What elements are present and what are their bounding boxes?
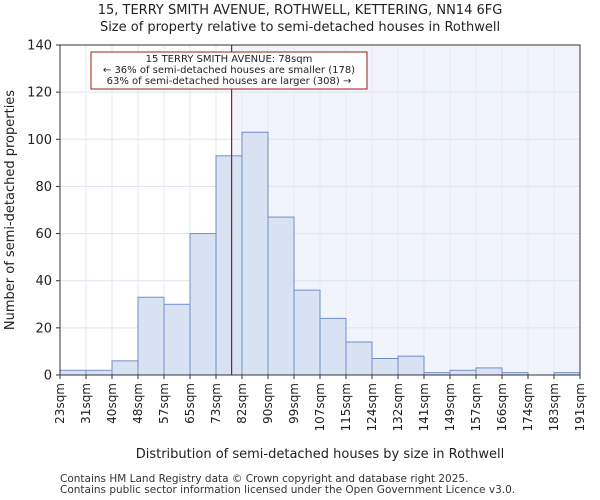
y-tick-label: 20 xyxy=(35,321,52,336)
annotation-border xyxy=(90,51,368,90)
x-tick-label: 31sqm xyxy=(79,383,93,424)
annotation-line-3: 63% of semi-detached houses are larger (… xyxy=(107,76,352,87)
bar xyxy=(449,369,477,376)
bar xyxy=(241,131,269,376)
y-tick-label: 60 xyxy=(35,227,52,242)
histogram-chart: 0 20 40 60 80 100 120 140 23sqm 31sqm 40sqm 48sqm 5… xyxy=(3,39,587,463)
x-tick-label: 82sqm xyxy=(235,383,249,424)
annotation-box: 15 TERRY SMITH AVENUE: 78sqm ← 36% of se… xyxy=(90,51,368,90)
x-tick-label: 90sqm xyxy=(261,383,275,424)
x-tick-label: 141sqm xyxy=(417,383,431,431)
y-tick-label: 140 xyxy=(27,39,52,54)
bar xyxy=(397,355,425,376)
x-tick-label: 57sqm xyxy=(157,383,171,424)
bar xyxy=(59,369,87,376)
bar xyxy=(293,289,321,376)
x-tick-label: 166sqm xyxy=(495,383,509,431)
bar xyxy=(475,367,503,376)
x-tick-label: 149sqm xyxy=(443,383,457,431)
x-tick-label: 183sqm xyxy=(547,383,561,431)
bar xyxy=(189,233,217,376)
bars-group xyxy=(59,131,581,376)
x-tick-label: 115sqm xyxy=(339,383,353,431)
y-axis-label: Number of semi-detached properties xyxy=(3,90,18,330)
bar xyxy=(163,303,191,376)
x-tick-labels: 23sqm 31sqm 40sqm 48sqm 57sqm 65sqm 73sqm 82sqm… xyxy=(53,375,587,431)
x-tick-label: 191sqm xyxy=(573,383,587,431)
bar xyxy=(319,317,347,376)
x-tick-label: 107sqm xyxy=(313,383,327,431)
bar xyxy=(345,341,373,376)
x-tick-label: 65sqm xyxy=(183,383,197,424)
y-tick-label: 40 xyxy=(35,274,52,289)
x-tick-label: 23sqm xyxy=(53,383,67,424)
y-tick-label: 120 xyxy=(27,86,52,101)
y-tick-label: 100 xyxy=(27,133,52,148)
bar xyxy=(137,296,165,376)
x-tick-label: 124sqm xyxy=(365,383,379,431)
annotation-line-1: 15 TERRY SMITH AVENUE: 78sqm xyxy=(146,54,313,65)
bar xyxy=(371,358,399,376)
x-tick-label: 174sqm xyxy=(521,383,535,431)
y-tick-label: 80 xyxy=(35,180,52,195)
x-tick-label: 48sqm xyxy=(131,383,145,424)
chart-title-subtitle: Size of property relative to semi-detach… xyxy=(99,20,501,35)
bar xyxy=(85,369,113,376)
x-tick-label: 40sqm xyxy=(105,383,119,424)
x-tick-label: 132sqm xyxy=(391,383,405,431)
bar xyxy=(267,216,295,376)
x-tick-label: 99sqm xyxy=(287,383,301,424)
bar xyxy=(215,155,243,376)
x-axis-label: Distribution of semi-detached houses by … xyxy=(136,447,505,462)
chart-title-address: 15, TERRY SMITH AVENUE, ROTHWELL, KETTER… xyxy=(97,3,503,18)
footer-copyright: Contains HM Land Registry data © Crown c… xyxy=(60,473,469,485)
bar xyxy=(111,360,139,376)
x-tick-label: 73sqm xyxy=(209,383,223,424)
footer-licence: Contains public sector information licen… xyxy=(60,484,516,496)
annotation-line-2: ← 36% of semi-detached houses are smalle… xyxy=(103,65,355,76)
y-tick-labels: 0 20 40 60 80 100 120 140 xyxy=(27,39,60,384)
x-tick-label: 157sqm xyxy=(469,383,483,431)
y-tick-label: 0 xyxy=(44,369,52,384)
